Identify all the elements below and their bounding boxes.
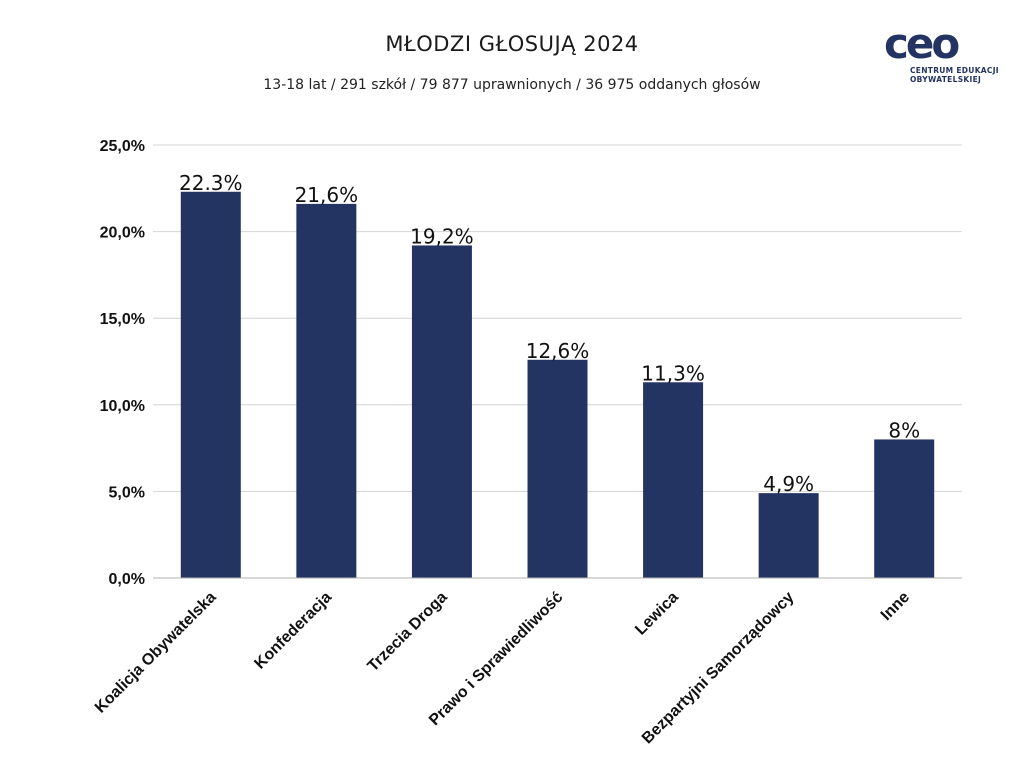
chart-title: MŁODZI GŁOSUJĄ 2024: [385, 32, 639, 56]
bar: [758, 493, 819, 578]
logo-mark: ceo: [884, 19, 960, 68]
y-tick-label: 0,0%: [109, 571, 145, 588]
data-label: 22.3%: [179, 171, 243, 195]
category-label: Trzecia Droga: [365, 589, 451, 675]
category-label: Konfederacja: [251, 589, 335, 673]
data-label: 21,6%: [295, 183, 359, 207]
y-tick-label: 5,0%: [109, 484, 145, 501]
data-label: 19,2%: [410, 224, 474, 248]
data-label: 11,3%: [641, 361, 705, 385]
bar: [411, 245, 472, 578]
category-label: Prawo i Sprawiedliwość: [426, 589, 566, 729]
chart-subtitle: 13-18 lat / 291 szkół / 79 877 uprawnion…: [263, 77, 761, 93]
bar: [180, 191, 241, 578]
data-label: 12,6%: [526, 339, 590, 363]
y-tick-label: 25,0%: [100, 138, 145, 155]
y-tick-label: 20,0%: [100, 225, 145, 242]
bar: [643, 382, 704, 578]
category-label: Koalicja Obywatelska: [92, 589, 220, 717]
y-tick-label: 10,0%: [100, 398, 145, 415]
bar: [296, 203, 357, 578]
bar: [874, 439, 935, 578]
ceo-logo: ceo CENTRUM EDUKACJI OBYWATELSKIEJ: [884, 19, 999, 90]
logo-text-line1: CENTRUM EDUKACJI: [910, 66, 999, 75]
data-label: 4,9%: [763, 472, 814, 496]
y-tick-label: 15,0%: [100, 311, 145, 328]
category-label: Lewica: [632, 589, 682, 639]
data-label: 8%: [888, 418, 920, 442]
logo-text-line2: OBYWATELSKIEJ: [910, 75, 982, 84]
category-label: Inne: [878, 589, 913, 624]
bar: [527, 359, 588, 578]
